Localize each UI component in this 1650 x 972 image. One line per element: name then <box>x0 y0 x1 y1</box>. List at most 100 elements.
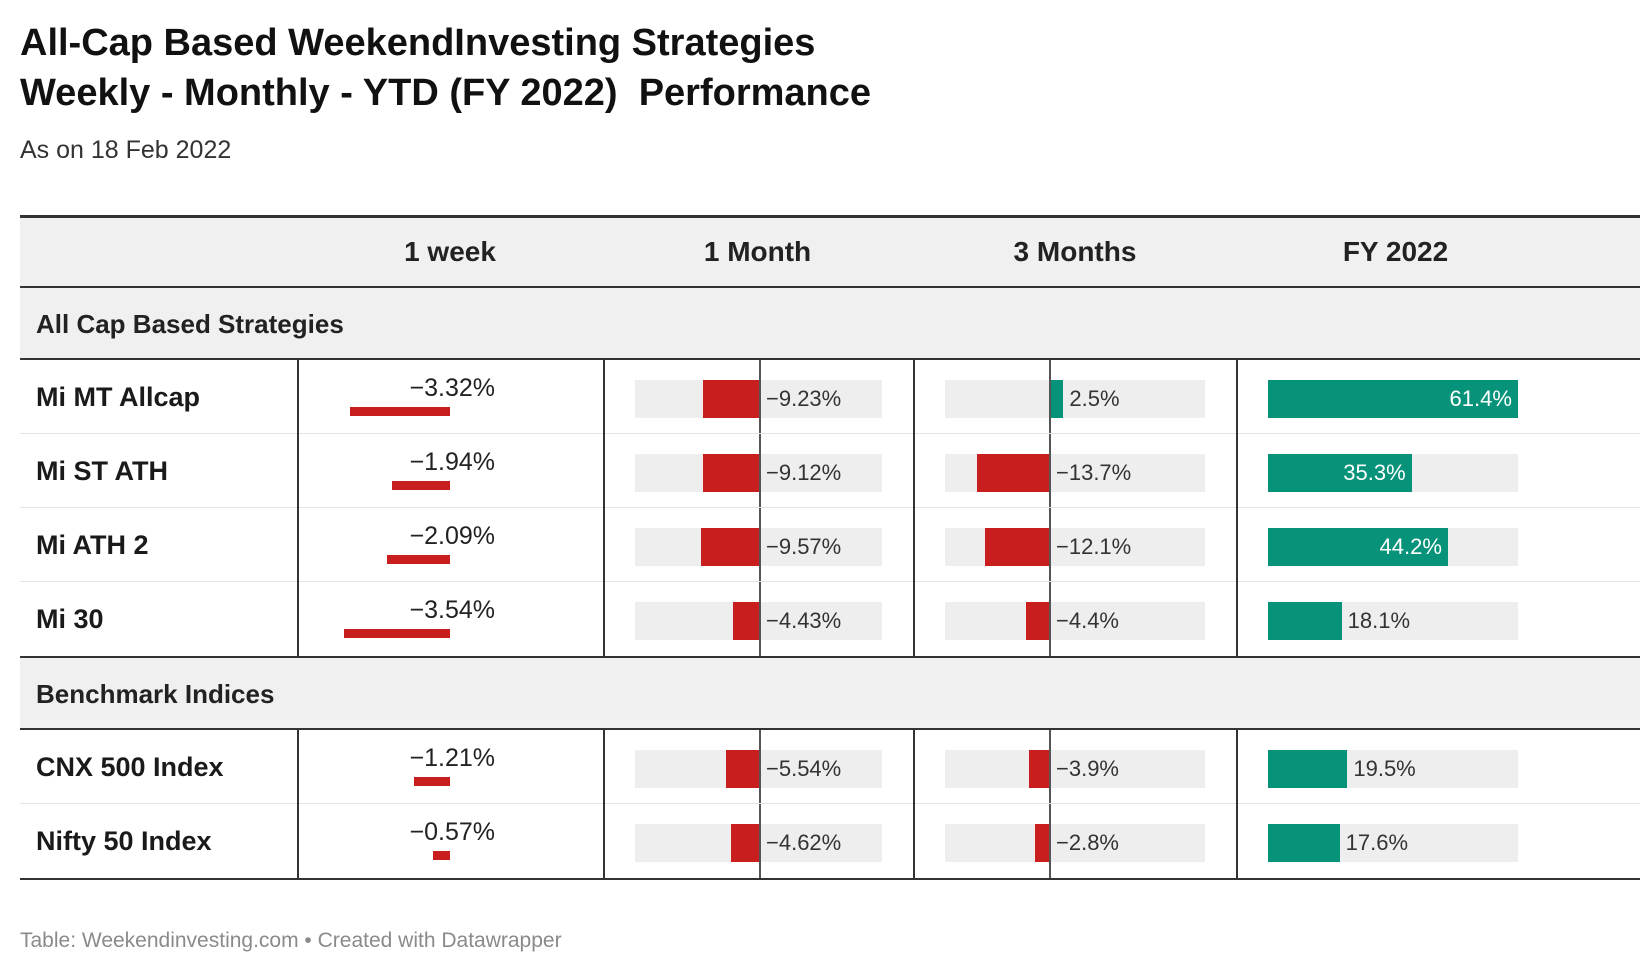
month-zero-axis <box>759 360 761 434</box>
week-bar <box>350 407 450 416</box>
table-row: Mi ST ATH −1.94% −9.12% −13.7% 35.3% <box>20 434 1640 508</box>
three_months-value-label: −4.4% <box>1056 608 1119 633</box>
table-bottom-rule <box>20 878 1640 880</box>
fy2022-value-label: 18.1% <box>1347 608 1411 633</box>
column-separator <box>297 360 299 656</box>
month-bar <box>702 380 760 418</box>
fy2022-bar <box>1268 602 1342 640</box>
group-rule-top <box>20 656 1640 658</box>
chart-title: All-Cap Based WeekendInvesting Strategie… <box>20 18 871 118</box>
fy2022-bar <box>1268 750 1348 788</box>
month-value-label: −9.12% <box>766 460 842 485</box>
three_months-value-label: −3.9% <box>1056 756 1119 781</box>
month-bar <box>731 824 760 862</box>
month-value-label: −9.57% <box>766 534 842 559</box>
week-value-label: −0.57% <box>409 818 496 846</box>
three_months-zero-axis <box>1049 434 1051 508</box>
fy2022-bar <box>1268 824 1340 862</box>
three_months-track <box>945 750 1205 788</box>
row-label: Mi ATH 2 <box>36 530 149 560</box>
month-bar <box>732 602 760 640</box>
fy2022-bar <box>1268 528 1448 566</box>
week-value-label: −3.32% <box>409 374 496 402</box>
table-row: Mi ATH 2 −2.09% −9.57% −12.1% 44.2% <box>20 508 1640 582</box>
three_months-zero-axis <box>1049 730 1051 804</box>
month-value-label: −9.23% <box>766 386 842 411</box>
group-label: Benchmark Indices <box>36 679 275 709</box>
header-row: 1 week 1 Month 3 Months FY 2022 <box>20 218 1640 286</box>
row-separator <box>20 507 1640 508</box>
week-value-label: −3.54% <box>409 596 496 624</box>
table-row: Mi MT Allcap −3.32% −9.23% 2.5% 61.4% <box>20 360 1640 434</box>
row-label: CNX 500 Index <box>36 752 224 782</box>
three_months-value-label: −13.7% <box>1056 460 1132 485</box>
title-line-2: Weekly - Monthly - YTD (FY 2022) Perform… <box>20 72 872 114</box>
month-bar <box>700 528 760 566</box>
three_months-zero-axis <box>1049 360 1051 434</box>
week-bar <box>413 777 450 786</box>
table-row: CNX 500 Index −1.21% −5.54% −3.9% 19.5% <box>20 730 1640 804</box>
three_months-track <box>945 824 1205 862</box>
three_months-zero-axis <box>1049 582 1051 656</box>
fy2022-value-label: 35.3% <box>1343 460 1406 485</box>
footer-credit: Table: Weekendinvesting.com • Created wi… <box>20 929 562 952</box>
column-header-3-months: 3 Months <box>1013 236 1137 267</box>
subtitle: As on 18 Feb 2022 <box>20 136 232 164</box>
column-separator <box>913 730 915 878</box>
three_months-value-label: −2.8% <box>1056 830 1119 855</box>
table-top-rule <box>20 215 1640 218</box>
month-zero-axis <box>759 508 761 582</box>
row-separator <box>20 803 1640 804</box>
group-header-row: All Cap Based Strategies <box>20 288 1640 358</box>
week-value-label: −1.94% <box>409 448 496 476</box>
table-row: Mi 30 −3.54% −4.43% −4.4% 18.1% <box>20 582 1640 656</box>
group-rule-bottom <box>20 358 1640 360</box>
three_months-track <box>945 602 1205 640</box>
three_months-value-label: −12.1% <box>1056 534 1132 559</box>
row-separator <box>20 433 1640 434</box>
week-value-label: −1.21% <box>409 744 496 772</box>
month-zero-axis <box>759 730 761 804</box>
three_months-bar <box>976 454 1050 492</box>
month-bar <box>725 750 760 788</box>
group-rule-bottom <box>20 728 1640 730</box>
week-bar <box>391 481 450 490</box>
week-bar <box>432 851 450 860</box>
month-value-label: −4.62% <box>766 830 842 855</box>
fy2022-bar <box>1268 380 1518 418</box>
fy2022-value-label: 17.6% <box>1345 830 1409 855</box>
group-rule-top <box>20 286 1640 288</box>
column-separator <box>297 730 299 878</box>
three_months-zero-axis <box>1049 508 1051 582</box>
fy2022-value-label: 61.4% <box>1449 386 1512 411</box>
column-separator <box>913 360 915 656</box>
month-value-label: −5.54% <box>766 756 842 781</box>
row-separator <box>20 581 1640 582</box>
column-separator <box>603 360 605 656</box>
fy2022-value-label: 19.5% <box>1353 756 1416 781</box>
week-bar <box>387 555 450 564</box>
month-value-label: −4.43% <box>766 608 842 633</box>
week-value-label: −2.09% <box>409 522 496 550</box>
three_months-bar <box>1026 602 1050 640</box>
three_months-value-label: 2.5% <box>1069 386 1120 411</box>
column-header-1-month: 1 Month <box>703 236 812 267</box>
three_months-zero-axis <box>1049 804 1051 878</box>
column-header-1-week: 1 week <box>404 236 496 267</box>
column-separator <box>1236 730 1238 878</box>
month-zero-axis <box>759 434 761 508</box>
fy2022-value-label: 44.2% <box>1379 534 1442 559</box>
group-label: All Cap Based Strategies <box>36 309 344 339</box>
month-bar <box>703 454 760 492</box>
table-row: Nifty 50 Index −0.57% −4.62% −2.8% 17.6% <box>20 804 1640 878</box>
three_months-bar <box>985 528 1050 566</box>
group-header-row: Benchmark Indices <box>20 658 1640 728</box>
three_months-bar <box>1050 380 1064 418</box>
three_months-bar <box>1035 824 1050 862</box>
row-label: Mi MT Allcap <box>36 382 201 412</box>
row-label: Mi ST ATH <box>36 456 168 486</box>
fy2022-bar <box>1268 454 1412 492</box>
column-header-fy-2022: FY 2022 <box>1342 236 1449 267</box>
title-line-1: All-Cap Based WeekendInvesting Strategie… <box>20 22 816 64</box>
row-label: Mi 30 <box>36 604 104 634</box>
